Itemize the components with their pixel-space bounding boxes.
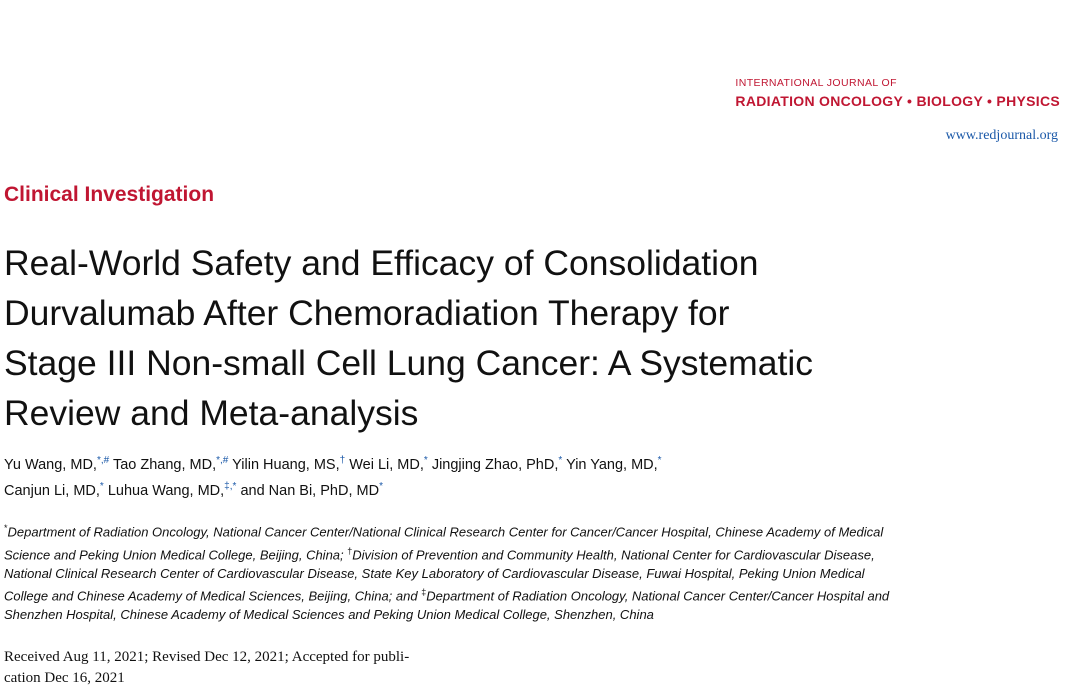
affiliation-mark-link[interactable]: *,#	[216, 455, 229, 466]
section-label: Clinical Investigation	[4, 183, 215, 206]
author-name: Wei Li, MD,	[349, 456, 424, 473]
author-name: Canjun Li, MD,	[4, 482, 100, 499]
dates-line: Received Aug 11, 2021; Revised Dec 12, 2…	[4, 649, 410, 665]
affiliation-text: Division of Prevention and Community Hea…	[4, 547, 875, 604]
affiliation-mark-link[interactable]: ‡,*	[224, 480, 237, 492]
author-name: Yilin Huang, MS,	[232, 456, 340, 473]
affiliation-mark-link[interactable]: *,#	[96, 455, 110, 466]
affiliation-mark: †	[347, 545, 353, 556]
journal-header: INTERNATIONAL JOURNAL OF RADIATION ONCOL…	[735, 76, 1060, 110]
title-line: Review and Meta-analysis	[4, 393, 419, 433]
author-name: and Nan Bi, PhD, MD	[240, 482, 380, 499]
author-name: Jingjing Zhao, PhD,	[431, 456, 559, 473]
journal-name-main: RADIATION ONCOLOGY • BIOLOGY • PHYSICS	[735, 93, 1060, 109]
affiliation-mark: *	[4, 523, 8, 533]
journal-name-small: INTERNATIONAL JOURNAL OF	[735, 77, 897, 89]
author-name: Tao Zhang, MD,	[112, 456, 217, 473]
title-line: Durvalumab After Chemoradiation Therapy …	[4, 293, 730, 333]
author-name: Yu Wang, MD,	[4, 456, 97, 473]
affiliation-text: Department of Radiation Oncology, Nation…	[4, 588, 890, 623]
author-name: Yin Yang, MD,	[566, 456, 658, 473]
affiliation-mark: ‡	[421, 587, 427, 598]
affiliation-mark-link[interactable]: *	[379, 480, 383, 492]
journal-url-link[interactable]: www.redjournal.org	[945, 128, 1058, 143]
title-line: Real-World Safety and Efficacy of Consol…	[4, 243, 759, 283]
affiliation-mark-link[interactable]: †	[339, 455, 346, 466]
affiliation-mark-link[interactable]: *	[558, 455, 563, 466]
affiliation-mark-link[interactable]: *	[423, 455, 428, 466]
author-list: Yu Wang, MD,*,# Tao Zhang, MD,*,# Yilin …	[4, 450, 904, 502]
title-line: Stage III Non-small Cell Lung Cancer: A …	[4, 343, 813, 383]
affiliation-mark-link[interactable]: *	[657, 455, 662, 466]
affiliation-mark-link[interactable]: *	[99, 480, 104, 492]
affiliation-text: Department of Radiation Oncology, Nation…	[4, 524, 884, 563]
article-dates: Received Aug 11, 2021; Revised Dec 12, 2…	[4, 647, 524, 689]
author-name: Luhua Wang, MD,	[107, 482, 225, 499]
article-title: Real-World Safety and Efficacy of Consol…	[4, 238, 904, 438]
dates-line: cation Dec 16, 2021	[4, 670, 125, 686]
affiliations-block: *Department of Radiation Oncology, Natio…	[4, 519, 894, 625]
